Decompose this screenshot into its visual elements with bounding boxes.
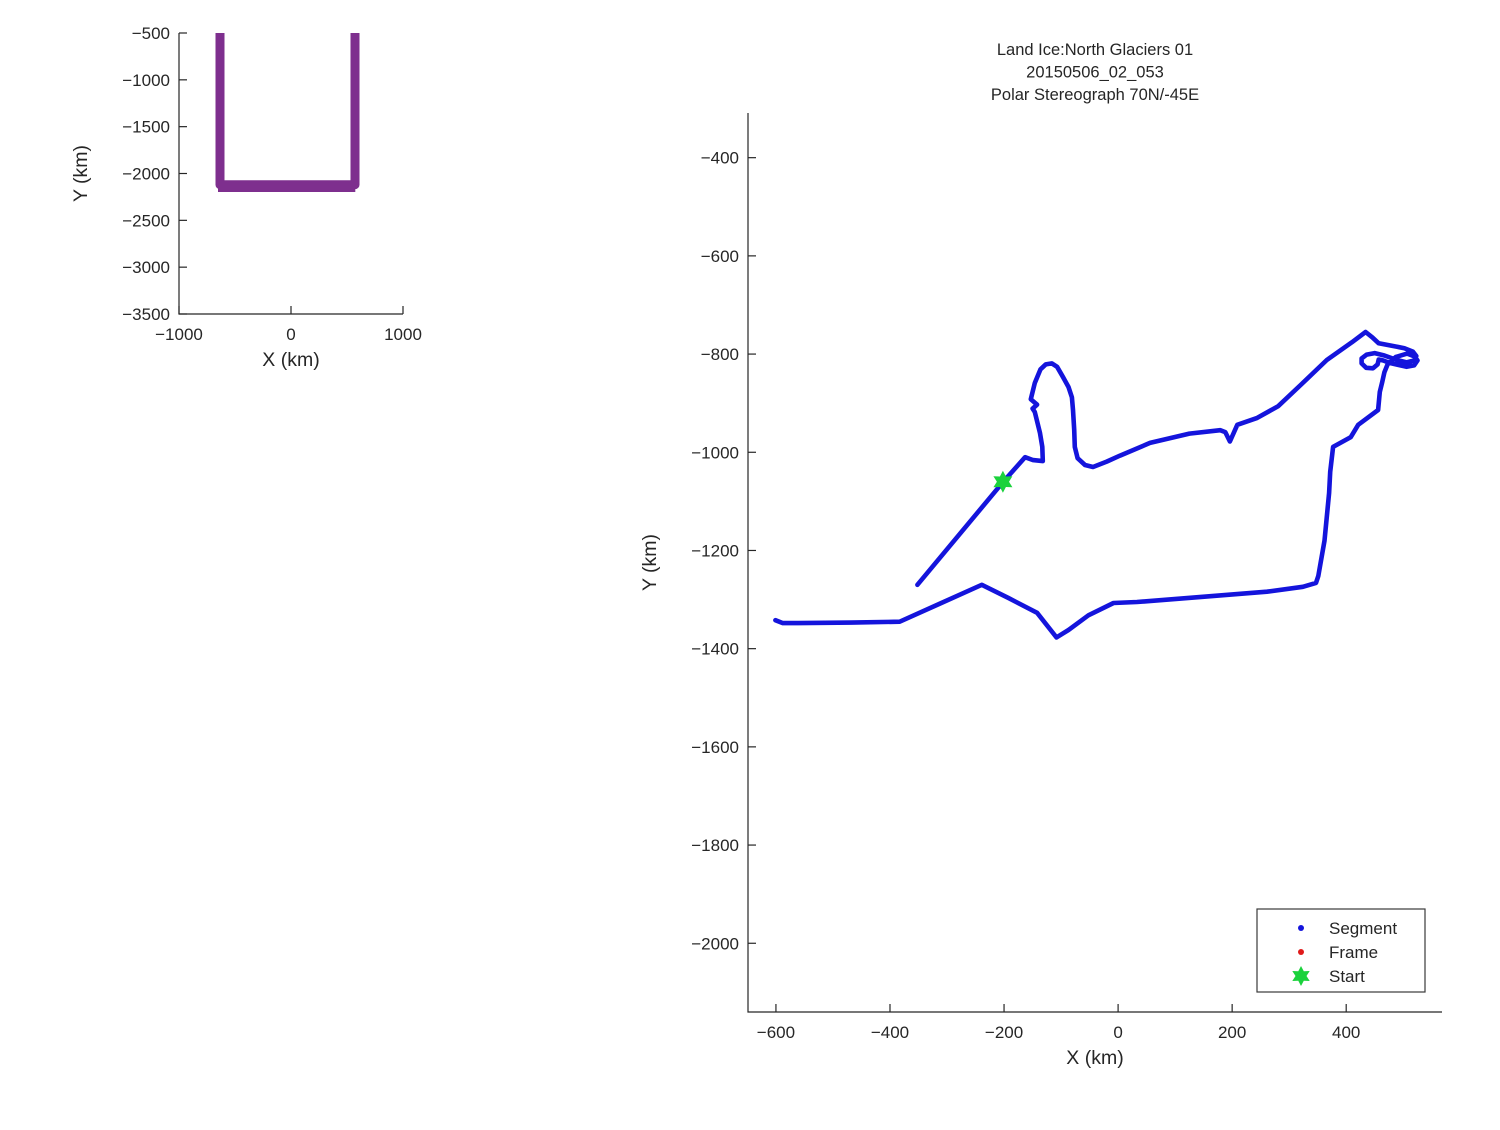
y-tick-label: −1500: [122, 118, 170, 137]
legend-label: Frame: [1329, 943, 1378, 962]
y-axis-label: Y (km): [70, 145, 92, 202]
axis-spines: [747, 113, 1442, 1013]
y-tick-label: −1400: [691, 640, 739, 659]
y-tick-label: −600: [701, 247, 739, 266]
y-tick-label: −1800: [691, 836, 739, 855]
main-trajectory-plot: −600 −400 −200 0 200 400−400−600−800−1000−120…: [639, 41, 1442, 1069]
x-tick-label: 0: [1113, 1023, 1122, 1042]
y-tick-label: −1000: [122, 71, 170, 90]
legend-label: Start: [1329, 967, 1365, 986]
inset-overview-plot: −1000 0 1000 −500 −1000 −1500 −2000 −2500 −3000 −…: [70, 24, 422, 371]
x-tick-label: −1000: [155, 325, 203, 344]
start-marker-icon: [1292, 966, 1310, 986]
x-tick-label: −200: [985, 1023, 1023, 1042]
frame-marker-icon: [1298, 949, 1304, 955]
x-tick-label: 400: [1332, 1023, 1360, 1042]
segment-marker-icon: [1298, 925, 1304, 931]
plot-title-line: Polar Stereograph 70N/-45E: [991, 86, 1199, 104]
y-tick-label: −800: [701, 345, 739, 364]
series-Segment: [773, 329, 1420, 640]
plot-title-line: Land Ice:North Glaciers 01: [997, 41, 1193, 59]
y-tick-label: −1200: [691, 541, 739, 560]
axis-spines: [178, 33, 403, 315]
x-tick-label: 0: [286, 325, 295, 344]
y-axis-label: Y (km): [639, 534, 661, 591]
x-tick-label: −600: [757, 1023, 795, 1042]
y-tick-label: −3000: [122, 258, 170, 277]
y-tick-label: −2500: [122, 211, 170, 230]
y-tick-label: −500: [132, 24, 170, 43]
x-tick-label: −400: [871, 1023, 909, 1042]
x-axis-label: X (km): [262, 349, 319, 371]
legend: Segment Frame Start: [1256, 908, 1426, 993]
plot-title-line: 20150506_02_053: [1026, 64, 1164, 82]
y-tick-label: −3500: [122, 305, 170, 324]
series-coverage-outline: [215, 33, 360, 190]
x-tick-label: 1000: [384, 325, 422, 344]
x-tick-label: 200: [1218, 1023, 1246, 1042]
x-axis-label: X (km): [1066, 1047, 1123, 1069]
y-tick-label: −2000: [691, 934, 739, 953]
legend-label: Segment: [1329, 919, 1397, 938]
legend-box: [1256, 908, 1426, 993]
y-tick-label: −1000: [691, 443, 739, 462]
y-tick-label: −2000: [122, 165, 170, 184]
start-marker-icon: [993, 470, 1013, 493]
y-tick-label: −400: [701, 149, 739, 168]
y-tick-label: −1600: [691, 738, 739, 757]
